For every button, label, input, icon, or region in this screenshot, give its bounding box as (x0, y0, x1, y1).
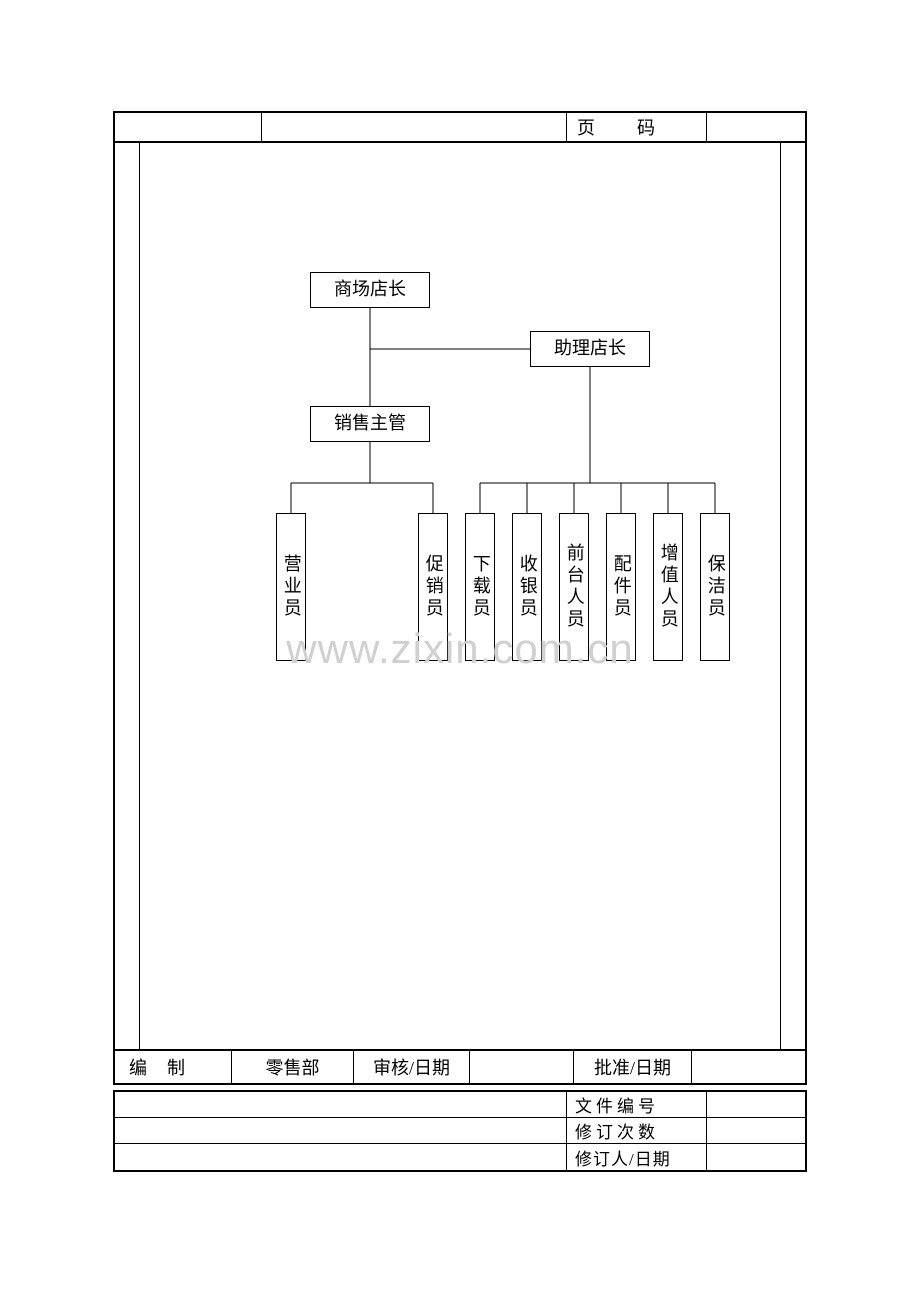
lower-row-1: 文件编号 (115, 1092, 805, 1118)
node-assistant: 助理店长 (530, 331, 650, 367)
lower-value-revcount (707, 1118, 805, 1143)
lower-label-reviser: 修订人/日期 (567, 1144, 707, 1170)
node-valueadd: 增值人员 (653, 513, 683, 661)
lower-value-docnum (707, 1092, 805, 1117)
footer-prepare-value: 零售部 (232, 1051, 354, 1083)
lower-table: 文件编号 修订次数 修订人/日期 (113, 1090, 807, 1172)
node-sales-supervisor: 销售主管 (310, 406, 430, 442)
node-downloader: 下载员 (465, 513, 495, 661)
lower-left-3 (115, 1144, 567, 1170)
node-sales-staff: 营业员 (276, 513, 306, 661)
footer-row: 编制 零售部 审核/日期 批准/日期 (115, 1051, 805, 1083)
node-manager: 商场店长 (310, 272, 430, 308)
lower-left-merged (115, 1092, 567, 1117)
lower-label-docnum: 文件编号 (567, 1092, 707, 1117)
org-chart-svg (140, 143, 784, 1051)
lower-left-2 (115, 1118, 567, 1143)
node-reception: 前台人员 (559, 513, 589, 661)
header-cell-1 (115, 113, 262, 141)
node-parts: 配件员 (606, 513, 636, 661)
lower-row-3: 修订人/日期 (115, 1144, 805, 1170)
header-page-label: 页 码 (567, 113, 707, 141)
node-cashier: 收银员 (512, 513, 542, 661)
header-cell-2 (262, 113, 567, 141)
footer-review-value (470, 1051, 574, 1083)
header-page-value (707, 113, 805, 141)
footer-prepare-label: 编制 (115, 1051, 232, 1083)
lower-row-2: 修订次数 (115, 1118, 805, 1144)
left-margin (115, 143, 140, 1049)
node-cleaner: 保洁员 (700, 513, 730, 661)
lower-label-revcount: 修订次数 (567, 1118, 707, 1143)
footer-approve-value (692, 1051, 805, 1083)
footer-review-label: 审核/日期 (354, 1051, 470, 1083)
lower-value-reviser (707, 1144, 805, 1170)
footer-approve-label: 批准/日期 (574, 1051, 692, 1083)
document-frame: 页 码 商场店长 (113, 111, 807, 1085)
node-promoter: 促销员 (418, 513, 448, 661)
header-row: 页 码 (115, 113, 805, 143)
chart-body: 商场店长 助理店长 销售主管 营业员 促销员 下载员 收银员 前台人员 配件员 … (115, 143, 805, 1051)
